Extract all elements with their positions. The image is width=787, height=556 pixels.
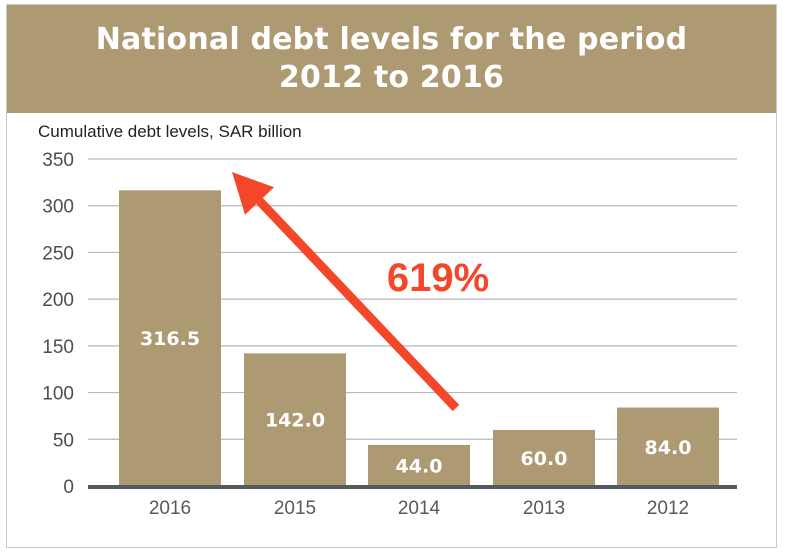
bar-value-label: 84.0 [645,437,692,459]
chart-title-line-2: 2012 to 2016 [278,60,505,95]
y-tick-label: 250 [42,243,74,264]
y-tick-label: 200 [42,290,74,311]
annotation-arrow-head [232,172,275,215]
x-tick-label: 2015 [274,498,316,519]
bar-value-label: 142.0 [265,410,325,432]
bar [617,407,719,486]
bar [244,353,346,486]
bar [493,429,595,486]
x-tick-label: 2014 [398,498,441,519]
y-tick-label: 300 [42,197,74,218]
x-tick-label: 2016 [149,498,191,519]
chart-title-line-1: National debt levels for the period [95,22,688,57]
x-tick-label: 2013 [523,498,565,519]
y-tick-label: 0 [63,477,74,498]
y-tick-label: 150 [42,337,74,358]
growth-annotation: 619% [387,256,489,300]
bar [368,444,470,486]
bar [119,190,221,486]
y-tick-label: 350 [42,150,74,171]
y-axis-label: Cumulative debt levels, SAR billion [38,122,302,141]
y-tick-label: 100 [42,384,74,405]
chart-header: National debt levels for the period 2012… [7,5,776,113]
x-tick-label: 2012 [647,498,689,519]
bar-value-label: 60.0 [521,448,568,470]
annotation-arrow-shaft [256,197,460,412]
bar-value-label: 44.0 [396,455,443,477]
y-tick-label: 50 [53,430,74,451]
bar-value-label: 316.5 [140,328,200,350]
